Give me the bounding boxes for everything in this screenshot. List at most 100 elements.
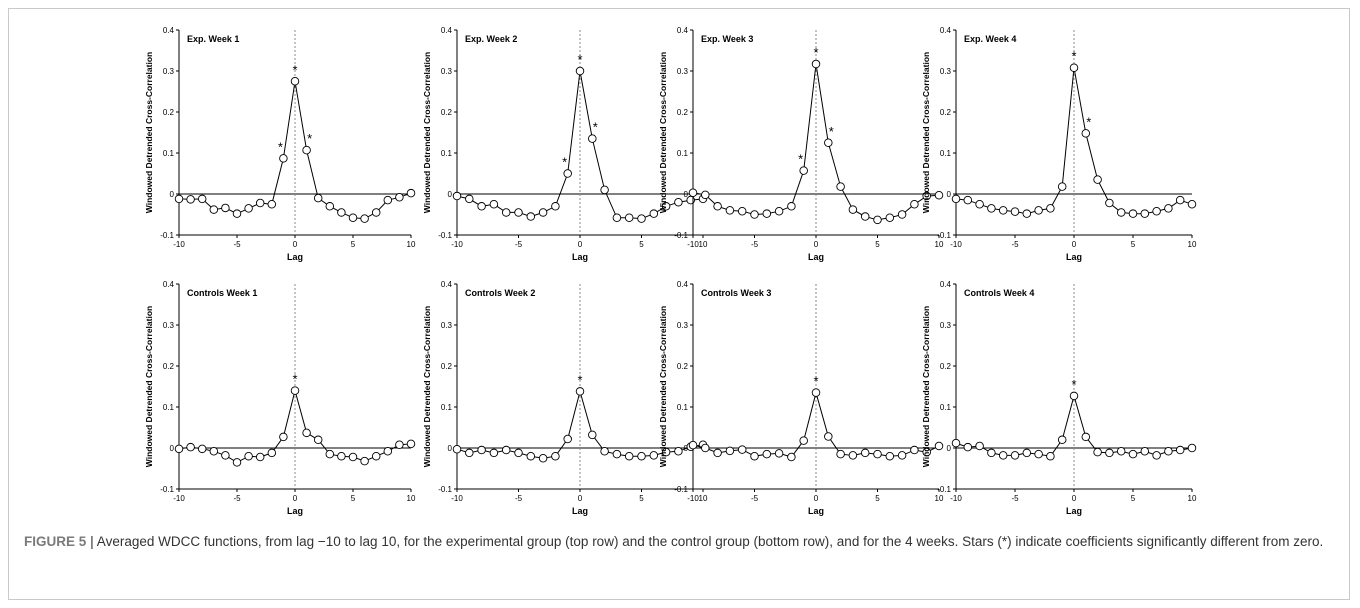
data-point — [688, 440, 698, 450]
data-point — [637, 214, 646, 223]
x-tick-label: -5 — [233, 240, 241, 249]
data-point — [737, 445, 747, 454]
y-tick-label: 0.2 — [441, 362, 453, 371]
y-tick-label: 0.1 — [940, 149, 952, 158]
x-tick-label: -10 — [687, 494, 699, 503]
y-tick-label: 0.3 — [677, 67, 689, 76]
x-axis-label: Lag — [572, 252, 588, 262]
data-point — [600, 447, 609, 456]
data-point — [873, 449, 882, 459]
x-tick-label: -10 — [173, 494, 185, 503]
data-point — [824, 138, 833, 147]
data-point — [873, 215, 882, 225]
y-tick-label: 0.3 — [940, 321, 952, 330]
data-point — [465, 194, 474, 204]
data-point — [371, 208, 381, 217]
data-point — [787, 202, 796, 211]
chart-panel-1: -0.1 0 0.1 0.2 0.3 0.4 -10 -5 0 5 10 Lag Windowed De… — [144, 26, 416, 262]
significance-star: * — [307, 131, 312, 146]
data-point — [860, 448, 870, 458]
chart-panel-4: -0.1 0 0.1 0.2 0.3 0.4 -10 -5 0 5 10 Lag Windowed De… — [921, 26, 1197, 262]
x-tick-label: -5 — [233, 494, 241, 503]
data-point — [963, 442, 973, 452]
x-tick-label: -5 — [751, 240, 759, 249]
data-point — [1093, 175, 1102, 184]
y-tick-label: -0.1 — [438, 485, 452, 494]
data-point — [1010, 451, 1020, 460]
data-point — [337, 451, 346, 461]
data-point — [1187, 199, 1197, 209]
data-point — [713, 202, 722, 211]
panel-title: Exp. Week 4 — [964, 34, 1016, 44]
data-point — [649, 209, 659, 218]
y-axis-label: Windowed Detrended Cross-Correlation — [144, 52, 154, 213]
x-tick-label: 0 — [814, 494, 819, 503]
x-tick-label: 10 — [407, 240, 416, 249]
panel-title: Controls Week 3 — [701, 288, 771, 298]
y-tick-label: -0.1 — [160, 485, 174, 494]
data-point — [922, 447, 931, 457]
data-point — [885, 213, 895, 223]
data-point — [624, 451, 634, 461]
y-axis-label: Windowed Detrended Cross-Correlation — [921, 306, 931, 467]
data-point — [1164, 204, 1173, 213]
x-tick-label: 0 — [814, 240, 819, 249]
data-point — [1093, 447, 1102, 457]
x-tick-label: -10 — [451, 240, 463, 249]
x-tick-label: 0 — [1072, 240, 1077, 249]
y-tick-label: 0.1 — [441, 149, 453, 158]
data-point — [325, 449, 335, 459]
x-axis-label: Lag — [808, 252, 824, 262]
x-tick-label: -5 — [1011, 240, 1019, 249]
data-point — [1069, 391, 1079, 401]
data-point — [575, 387, 585, 396]
y-axis-label: Windowed Detrended Cross-Correlation — [658, 52, 668, 213]
data-point — [661, 202, 671, 211]
data-point — [1081, 129, 1091, 138]
data-point — [951, 438, 961, 448]
x-tick-label: 10 — [699, 240, 708, 249]
significance-star: * — [562, 155, 567, 170]
data-point — [1152, 451, 1161, 460]
x-tick-label: 0 — [578, 494, 583, 503]
data-point — [360, 214, 369, 223]
data-point — [688, 188, 698, 198]
data-point — [383, 195, 393, 205]
data-point — [774, 449, 784, 458]
significance-star: * — [292, 62, 297, 77]
data-point — [371, 451, 381, 461]
data-point — [302, 145, 311, 155]
data-point — [1128, 209, 1138, 218]
y-tick-label: 0 — [170, 190, 175, 199]
data-point — [538, 208, 548, 217]
data-point — [1069, 63, 1079, 72]
data-point — [255, 452, 265, 462]
data-point — [174, 194, 184, 204]
data-point — [725, 206, 735, 215]
data-point — [737, 206, 747, 216]
y-tick-label: 0.1 — [677, 149, 689, 158]
data-point — [588, 134, 597, 143]
chart-panel-8: -0.1 0 0.1 0.2 0.3 0.4 -10 -5 0 5 10 Lag Windowed De… — [921, 280, 1197, 516]
data-point — [302, 428, 311, 438]
data-point — [1081, 432, 1091, 442]
data-point — [1152, 206, 1161, 216]
data-point — [267, 199, 277, 209]
x-axis-label: Lag — [572, 506, 588, 516]
y-tick-label: -0.1 — [674, 231, 688, 240]
data-point — [313, 193, 323, 203]
data-point — [538, 453, 548, 463]
significance-star: * — [577, 372, 582, 387]
data-point — [987, 204, 996, 213]
y-tick-label: 0.4 — [940, 26, 952, 35]
x-tick-label: -10 — [173, 240, 185, 249]
x-tick-label: 5 — [1131, 240, 1136, 249]
data-point — [612, 449, 622, 459]
x-tick-label: -10 — [950, 494, 962, 503]
figure-frame — [8, 8, 1350, 600]
data-point — [1116, 447, 1126, 456]
y-tick-label: 0.2 — [677, 108, 689, 117]
data-point — [897, 451, 907, 460]
data-point — [348, 213, 358, 223]
data-point — [848, 205, 858, 214]
